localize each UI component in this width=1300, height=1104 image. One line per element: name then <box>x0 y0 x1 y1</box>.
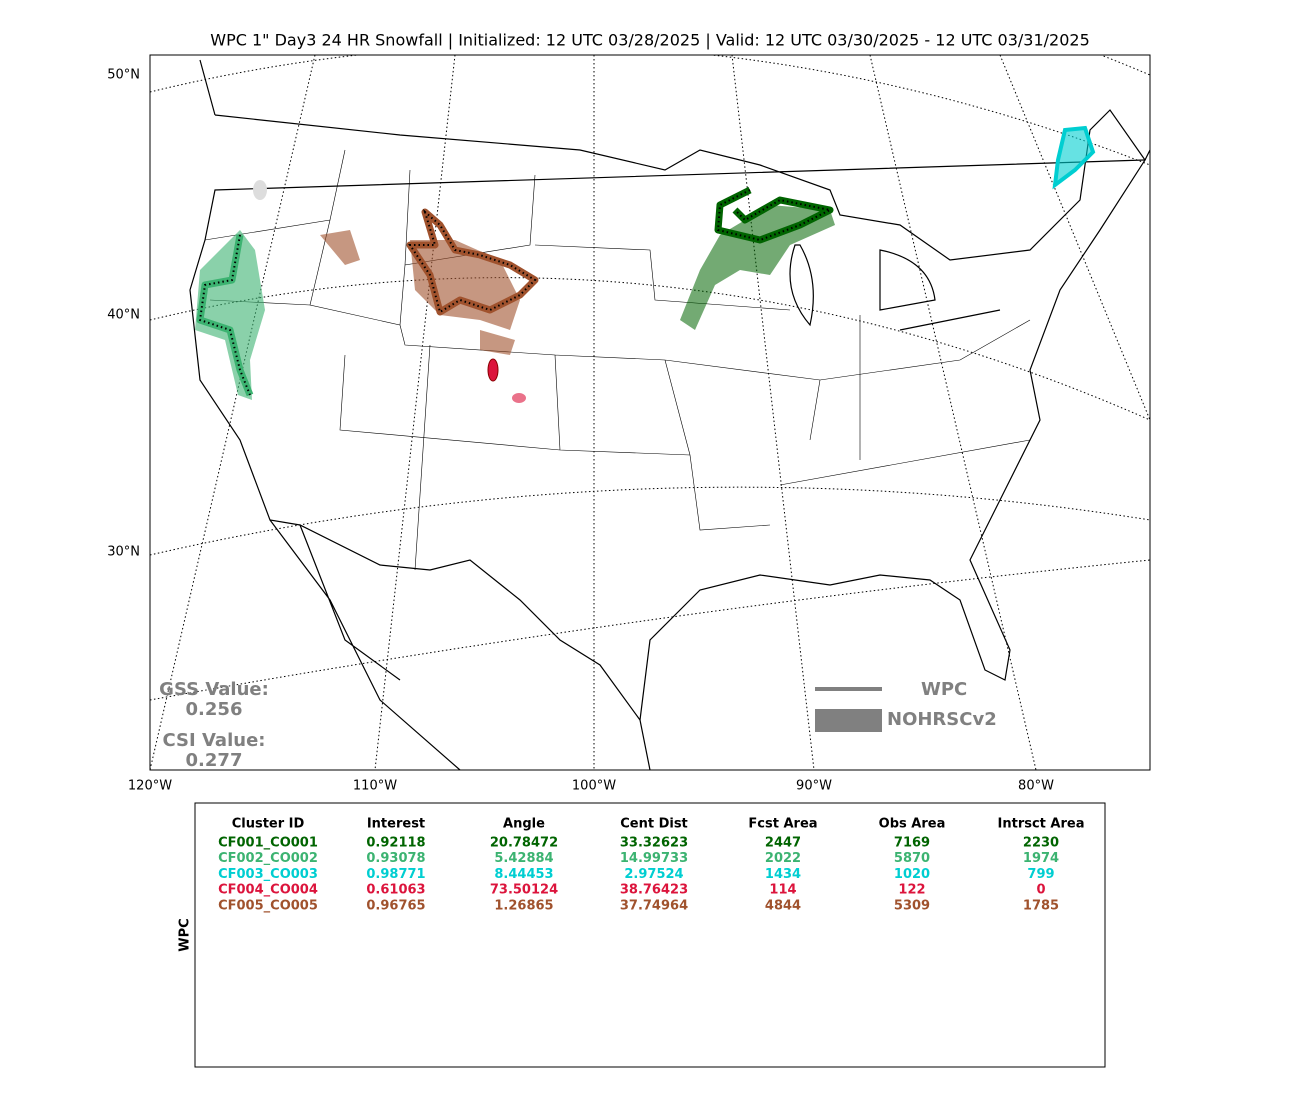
lon-label: 110°W <box>353 779 397 794</box>
table-cell: 1974 <box>1023 851 1059 866</box>
lat-label: 50°N <box>107 68 140 83</box>
csi-value: 0.277 <box>186 750 243 771</box>
map-frame <box>149 54 1151 771</box>
table-cell: CF003_CO003 <box>218 867 318 882</box>
fcst-outline <box>716 189 834 242</box>
table-cell: 5309 <box>894 898 930 913</box>
table-cell: 73.50124 <box>490 883 558 898</box>
table-cell: 14.99733 <box>620 851 688 866</box>
lat-label: 30°N <box>107 545 140 560</box>
table-cell: 0.98771 <box>366 867 425 882</box>
table-cell: 1020 <box>894 867 930 882</box>
stats-table: WPC Cluster ID Interest Angle Cent Dist Fcst… <box>178 802 1106 1068</box>
column-header: Cluster ID <box>232 817 305 832</box>
table-cell: 5870 <box>894 851 930 866</box>
obs-area <box>253 180 267 200</box>
lat-label: 40°N <box>107 308 140 323</box>
gss-value: 0.256 <box>186 699 243 720</box>
legend-label: WPC <box>921 679 967 700</box>
graticule <box>150 559 1150 701</box>
obs-area <box>680 205 835 330</box>
table-cell: 1.26865 <box>494 898 553 913</box>
table-cell: CF002_CO002 <box>218 851 318 866</box>
lon-label: 100°W <box>572 779 616 794</box>
graticule <box>150 486 1150 556</box>
table-cell: 122 <box>898 883 925 898</box>
table-cell: 2447 <box>765 836 801 851</box>
table-cell: 0.61063 <box>366 883 425 898</box>
table-side-label: WPC <box>178 918 193 951</box>
table-cell: 38.76423 <box>620 883 688 898</box>
table-cell: 2022 <box>765 851 801 866</box>
table-cell: 5.42884 <box>494 851 553 866</box>
obs-area <box>320 230 520 355</box>
table-cell: 33.32623 <box>620 836 688 851</box>
table-cell: 0.92118 <box>366 836 425 851</box>
table-cell: 1434 <box>765 867 801 882</box>
great-lakes <box>789 244 1001 331</box>
column-header: Obs Area <box>879 817 946 832</box>
column-header: Fcst Area <box>748 817 817 832</box>
table-cell: 2.97524 <box>624 867 683 882</box>
column-header: Angle <box>503 817 545 832</box>
table-cell: 114 <box>769 883 796 898</box>
table-cell: CF005_CO005 <box>218 898 318 913</box>
table-cell: CF001_CO001 <box>218 836 318 851</box>
csi-label: CSI Value: <box>163 730 266 751</box>
table-cell: CF004_CO004 <box>218 883 318 898</box>
lon-label: 90°W <box>796 779 832 794</box>
lon-label: 80°W <box>1018 779 1054 794</box>
table-frame <box>194 802 1106 1068</box>
map-title: WPC 1" Day3 24 HR Snowfall | Initialized… <box>210 31 1090 50</box>
table-cell: 0 <box>1036 883 1045 898</box>
fcst-area <box>487 358 499 382</box>
fcst-outline <box>406 208 539 316</box>
obs-area <box>195 230 265 400</box>
graticule <box>150 55 1150 166</box>
table-cell: 1785 <box>1023 898 1059 913</box>
obs-area <box>1052 125 1096 190</box>
graticule <box>999 55 1150 421</box>
obs-area <box>512 393 526 403</box>
column-header: Intrsct Area <box>998 817 1085 832</box>
column-header: Cent Dist <box>620 817 688 832</box>
graticule <box>150 277 1150 421</box>
legend-label: NOHRSCv2 <box>887 709 997 730</box>
table-cell: 2230 <box>1023 836 1059 851</box>
fcst-outline <box>198 234 251 396</box>
table-cell: 799 <box>1027 867 1054 882</box>
table-cell: 4844 <box>765 898 801 913</box>
table-cell: 0.96765 <box>366 898 425 913</box>
column-header: Interest <box>367 817 425 832</box>
table-cell: 8.44453 <box>494 867 553 882</box>
table-cell: 0.93078 <box>366 851 425 866</box>
table-cell: 7169 <box>894 836 930 851</box>
lon-label: 120°W <box>128 779 172 794</box>
map: 50°N 40°N 30°N 120°W 110°W 100°W 90°W 80… <box>107 54 1151 794</box>
coastline <box>199 59 1150 770</box>
legend-swatch <box>815 709 882 732</box>
table-cell: 20.78472 <box>490 836 558 851</box>
gss-label: GSS Value: <box>159 679 269 700</box>
table-cell: 37.74964 <box>620 898 688 913</box>
